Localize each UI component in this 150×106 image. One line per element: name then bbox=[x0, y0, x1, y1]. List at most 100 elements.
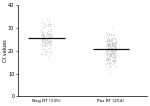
Point bbox=[46, 33, 49, 35]
Point bbox=[114, 48, 116, 50]
Point bbox=[45, 25, 47, 26]
Point bbox=[108, 53, 111, 54]
Point bbox=[41, 33, 43, 35]
Point bbox=[110, 46, 112, 47]
Point bbox=[108, 47, 110, 49]
Point bbox=[43, 37, 45, 38]
Point bbox=[111, 56, 114, 58]
Point bbox=[110, 61, 113, 63]
Point bbox=[107, 53, 110, 55]
Point bbox=[112, 60, 115, 61]
Point bbox=[50, 28, 52, 30]
Point bbox=[111, 63, 114, 65]
Point bbox=[50, 30, 52, 32]
Point bbox=[105, 51, 108, 53]
Point bbox=[50, 36, 52, 38]
Point bbox=[111, 38, 114, 40]
Point bbox=[109, 54, 111, 55]
Point bbox=[114, 44, 117, 46]
Point bbox=[105, 40, 107, 42]
Point bbox=[42, 40, 45, 42]
Point bbox=[106, 50, 109, 52]
Point bbox=[110, 50, 112, 52]
Point bbox=[49, 36, 51, 38]
Point bbox=[113, 59, 116, 61]
Point bbox=[41, 31, 43, 33]
Point bbox=[50, 52, 52, 54]
Point bbox=[109, 45, 111, 46]
Point bbox=[105, 33, 108, 35]
Point bbox=[41, 21, 44, 23]
Point bbox=[108, 55, 110, 57]
Point bbox=[42, 26, 45, 28]
Point bbox=[112, 45, 114, 46]
Point bbox=[105, 63, 107, 65]
Point bbox=[40, 33, 43, 34]
Point bbox=[107, 45, 110, 46]
Point bbox=[109, 64, 111, 66]
Point bbox=[111, 52, 114, 53]
Point bbox=[107, 36, 109, 38]
Point bbox=[108, 56, 110, 58]
Point bbox=[40, 38, 43, 39]
Point bbox=[45, 35, 47, 36]
Point bbox=[49, 45, 52, 47]
Point bbox=[108, 49, 110, 50]
Point bbox=[109, 48, 112, 50]
Point bbox=[40, 34, 43, 36]
Point bbox=[113, 46, 116, 47]
Point bbox=[105, 41, 108, 42]
Point bbox=[107, 47, 110, 49]
Point bbox=[43, 44, 45, 46]
Point bbox=[105, 50, 108, 51]
Point bbox=[50, 34, 52, 36]
Point bbox=[43, 22, 46, 24]
Point bbox=[113, 55, 115, 57]
Point bbox=[46, 33, 49, 35]
Point bbox=[43, 36, 45, 38]
Point bbox=[49, 40, 51, 42]
Point bbox=[48, 40, 51, 42]
Point bbox=[113, 38, 116, 39]
Point bbox=[107, 48, 110, 50]
Point bbox=[45, 39, 47, 41]
Point bbox=[111, 57, 114, 59]
Point bbox=[112, 59, 114, 61]
Point bbox=[105, 54, 107, 56]
Point bbox=[112, 46, 115, 48]
Point bbox=[109, 53, 111, 55]
Point bbox=[107, 50, 109, 52]
Point bbox=[105, 45, 107, 47]
Point bbox=[50, 30, 52, 32]
Point bbox=[108, 34, 110, 35]
Point bbox=[49, 29, 51, 30]
Point bbox=[109, 58, 111, 60]
Point bbox=[111, 41, 114, 43]
Point bbox=[42, 37, 45, 38]
Point bbox=[114, 49, 116, 51]
Point bbox=[105, 52, 108, 54]
Point bbox=[106, 38, 109, 39]
Point bbox=[115, 40, 117, 42]
Point bbox=[105, 57, 108, 58]
Point bbox=[48, 55, 51, 57]
Point bbox=[107, 44, 110, 46]
Point bbox=[114, 38, 117, 40]
Point bbox=[41, 33, 44, 35]
Point bbox=[107, 50, 110, 52]
Point bbox=[111, 54, 113, 55]
Point bbox=[107, 46, 109, 48]
Point bbox=[108, 39, 111, 41]
Point bbox=[48, 38, 51, 40]
Point bbox=[107, 53, 110, 55]
Point bbox=[109, 47, 112, 49]
Point bbox=[114, 65, 117, 66]
Point bbox=[106, 42, 108, 43]
Point bbox=[112, 43, 114, 45]
Point bbox=[111, 50, 113, 51]
Point bbox=[108, 44, 110, 46]
Point bbox=[40, 36, 43, 38]
Point bbox=[50, 41, 52, 43]
Point bbox=[47, 36, 50, 38]
Point bbox=[111, 34, 114, 36]
